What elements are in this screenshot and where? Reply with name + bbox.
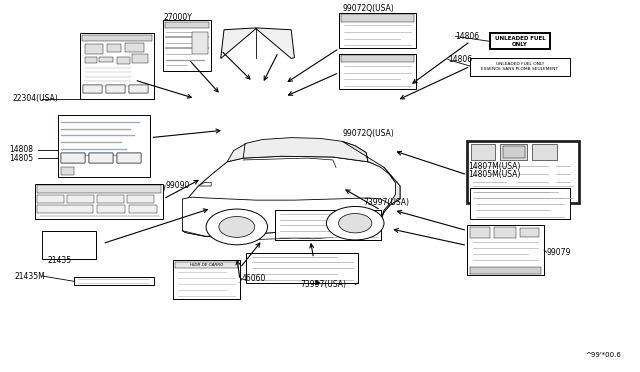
Bar [532, 144, 557, 160]
Bar [125, 43, 144, 52]
Bar [80, 33, 154, 99]
Bar [89, 153, 113, 163]
Bar [467, 225, 544, 275]
Bar [467, 141, 579, 203]
Bar [37, 185, 161, 193]
Bar [85, 57, 97, 63]
Bar [106, 85, 125, 93]
Bar [500, 144, 527, 160]
Bar [503, 146, 525, 158]
Text: 46060: 46060 [242, 274, 266, 283]
Text: HIDR DE CARRO: HIDR DE CARRO [189, 263, 223, 267]
Circle shape [219, 217, 255, 237]
Polygon shape [182, 156, 400, 236]
Bar [163, 20, 211, 71]
Bar [490, 33, 550, 49]
Bar [470, 58, 570, 76]
Circle shape [206, 209, 268, 245]
Bar [107, 44, 121, 52]
Text: 22304(USA): 22304(USA) [13, 94, 58, 103]
Bar [61, 167, 74, 175]
Bar [339, 54, 416, 89]
Bar [74, 277, 154, 285]
Bar [129, 85, 148, 93]
Bar [37, 205, 93, 213]
Bar [117, 57, 130, 64]
Text: 73997(USA): 73997(USA) [301, 280, 347, 289]
Text: 99072Q(USA): 99072Q(USA) [342, 4, 394, 13]
Bar [494, 227, 516, 238]
Bar [129, 205, 157, 213]
Text: 14806: 14806 [456, 32, 480, 41]
Bar [165, 22, 209, 28]
Bar [129, 85, 148, 93]
Text: 14808: 14808 [10, 145, 34, 154]
Text: 14805: 14805 [10, 154, 34, 163]
Bar [117, 153, 141, 163]
Polygon shape [342, 141, 400, 219]
Bar [470, 267, 541, 274]
Bar [85, 44, 103, 54]
Polygon shape [221, 28, 294, 58]
Bar [127, 195, 154, 203]
Bar [58, 115, 150, 177]
Text: UNLEADED FUEL
ONLY: UNLEADED FUEL ONLY [495, 36, 545, 47]
Bar [470, 188, 570, 219]
Bar [173, 260, 240, 299]
Bar [61, 153, 85, 163]
Text: 99072Q(USA): 99072Q(USA) [342, 129, 394, 138]
Bar [275, 210, 381, 240]
Bar [132, 54, 148, 63]
Text: UNLEADED FUEL ONLY
ESSENCE SANS PLOMB SEULEMENT: UNLEADED FUEL ONLY ESSENCE SANS PLOMB SE… [481, 62, 559, 71]
Bar [83, 85, 102, 93]
Bar [106, 85, 125, 93]
Text: 27000Y: 27000Y [163, 13, 192, 22]
Bar [341, 14, 414, 22]
Polygon shape [198, 182, 211, 186]
Polygon shape [227, 138, 368, 162]
Text: ^99'*00.6: ^99'*00.6 [585, 352, 621, 358]
Bar [339, 13, 416, 48]
Bar [341, 55, 414, 62]
Text: 14805M(USA): 14805M(USA) [468, 170, 521, 179]
Bar [246, 253, 358, 283]
Bar [470, 227, 490, 238]
Circle shape [339, 214, 372, 233]
Text: 14807M(USA): 14807M(USA) [468, 162, 521, 171]
Text: 21435: 21435 [48, 256, 72, 265]
Text: 99090: 99090 [165, 181, 189, 190]
Bar [117, 153, 141, 163]
Bar [83, 85, 102, 93]
Bar [99, 57, 113, 62]
Bar [192, 32, 208, 54]
Text: 14806: 14806 [448, 55, 472, 64]
Polygon shape [182, 197, 390, 236]
Circle shape [326, 206, 384, 240]
Text: 21435M: 21435M [14, 272, 45, 280]
Bar [82, 35, 152, 41]
Bar [97, 205, 125, 213]
Text: 99079: 99079 [547, 248, 571, 257]
Bar [89, 153, 113, 163]
Bar [471, 144, 495, 160]
Bar [97, 195, 124, 203]
Bar [37, 195, 64, 203]
Bar [61, 153, 85, 163]
Bar [175, 262, 238, 268]
Bar [520, 228, 539, 237]
Bar [35, 184, 163, 219]
Bar [67, 195, 94, 203]
Bar [42, 231, 96, 259]
Text: 73997(USA): 73997(USA) [364, 198, 410, 207]
